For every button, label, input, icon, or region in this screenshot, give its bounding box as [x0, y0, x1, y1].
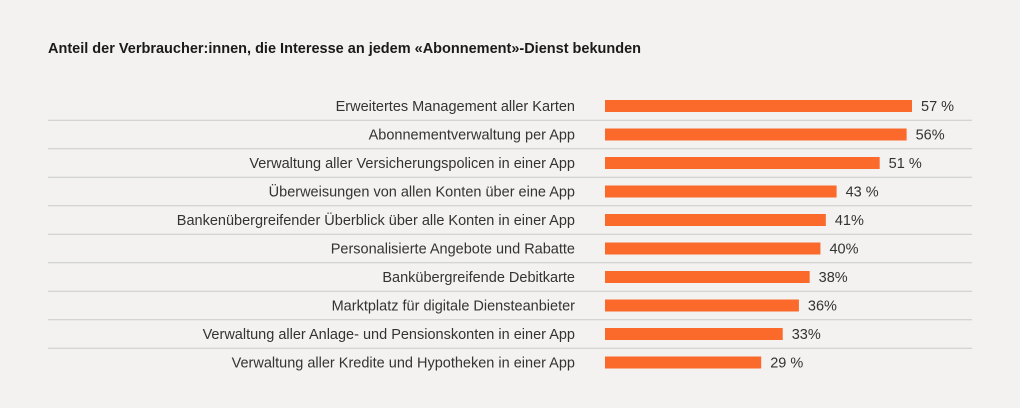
bar: [605, 157, 880, 169]
category-label: Bankübergreifende Debitkarte: [382, 270, 575, 286]
category-label: Verwaltung aller Anlage- und Pensionskon…: [203, 327, 575, 343]
bar: [605, 271, 810, 283]
category-label: Erweitertes Management aller Karten: [336, 99, 575, 115]
bar: [605, 242, 821, 255]
value-label: 33%: [792, 327, 821, 343]
bar: [605, 100, 912, 112]
category-label: Verwaltung aller Kredite und Hypotheken …: [232, 356, 575, 372]
chart-title: Anteil der Verbraucher:innen, die Intere…: [48, 41, 642, 57]
bar: [605, 185, 837, 198]
category-labels: Erweitertes Management aller Karten Abonn…: [177, 99, 575, 372]
value-label: 40%: [829, 242, 858, 258]
value-label: 36%: [808, 299, 837, 315]
value-label: 43 %: [846, 185, 879, 201]
category-label: Marktplatz für digitale Diensteanbieter: [332, 299, 576, 315]
category-label: Verwaltung aller Versicherungspolicen in…: [249, 156, 575, 172]
category-label: Abonnementverwaltung per App: [369, 128, 575, 144]
bar: [605, 356, 762, 369]
category-label: Personalisierte Angebote und Rabatte: [331, 242, 575, 258]
bar: [605, 128, 907, 141]
value-labels: 57 % 56% 51 % 43 % 41% 40% 38% 36% 33% 29 %: [770, 99, 954, 372]
value-label: 41%: [835, 213, 864, 229]
value-label: 51 %: [889, 156, 922, 172]
value-label: 29 %: [770, 356, 803, 372]
row-dividers: [48, 119, 972, 349]
bar: [605, 299, 799, 312]
bar: [605, 328, 783, 340]
value-label: 38%: [819, 270, 848, 286]
category-label: Überweisungen von allen Konten über eine…: [269, 183, 575, 201]
category-label: Bankenübergreifender Überblick über alle…: [177, 211, 575, 229]
bars: [605, 100, 912, 369]
value-label: 57 %: [921, 99, 954, 115]
bar: [605, 214, 826, 226]
value-label: 56%: [916, 128, 945, 144]
